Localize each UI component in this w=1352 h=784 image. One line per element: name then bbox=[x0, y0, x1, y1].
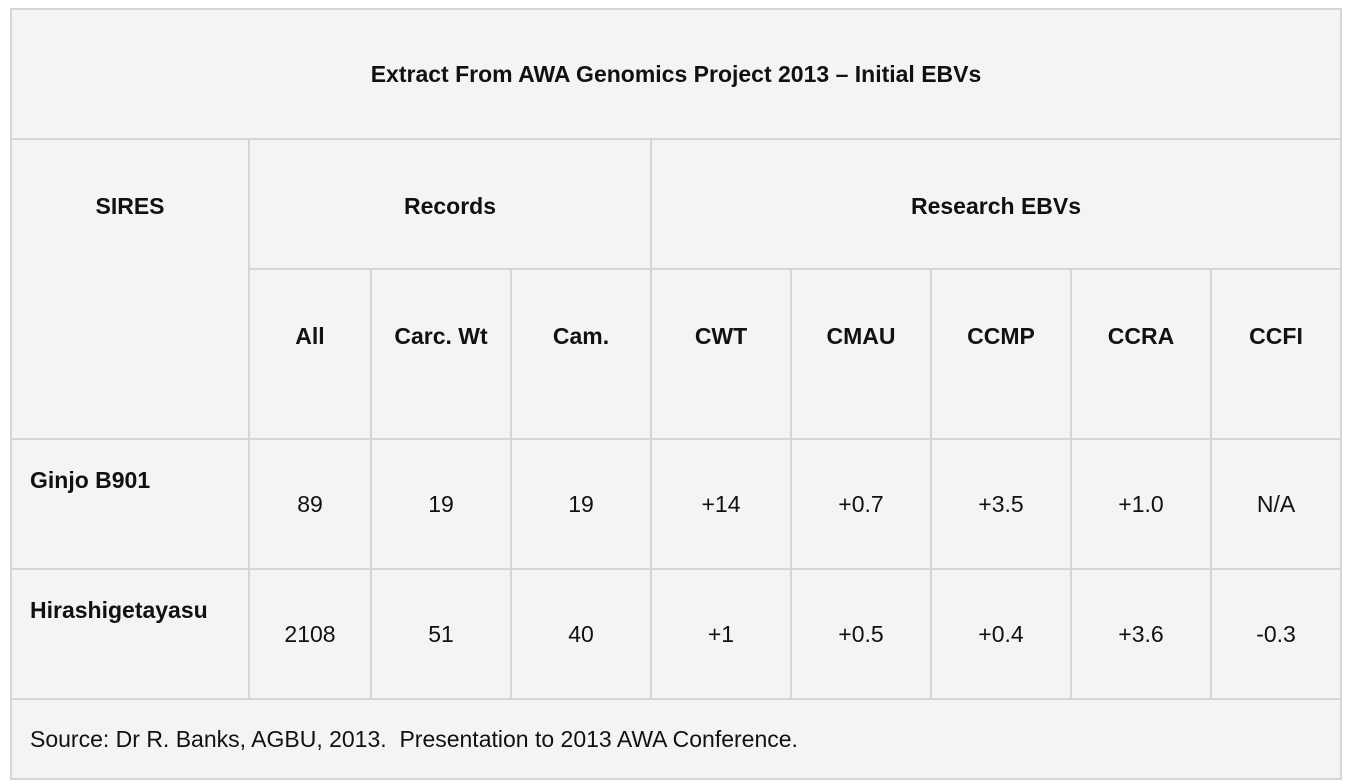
column-header: CCMP bbox=[930, 268, 1072, 440]
cell: +0.7 bbox=[790, 438, 932, 570]
data-row: Hirashigetayasu 2108 51 40 +1 +0.5 +0.4 +3.6 -0.… bbox=[10, 568, 1343, 700]
source-row: Source: Dr R. Banks, AGBU, 2013. Present… bbox=[9, 698, 1343, 780]
source-note: Source: Dr R. Banks, AGBU, 2013. Present… bbox=[9, 698, 1343, 780]
cell: N/A bbox=[1209, 438, 1343, 570]
column-header: CCFI bbox=[1209, 268, 1343, 440]
column-header: CWT bbox=[650, 268, 792, 440]
research-header: Research EBVs bbox=[649, 138, 1343, 270]
cell: +0.5 bbox=[790, 568, 932, 700]
cell: 40 bbox=[510, 568, 652, 700]
sire-name: Ginjo B901 bbox=[10, 438, 250, 570]
cell: 2108 bbox=[248, 568, 372, 700]
cell: 19 bbox=[370, 438, 512, 570]
cell: -0.3 bbox=[1209, 568, 1343, 700]
cell: +3.6 bbox=[1070, 568, 1212, 700]
sire-name: Hirashigetayasu bbox=[10, 568, 250, 700]
records-header: Records bbox=[248, 138, 652, 270]
column-header-row: All Carc. Wt Cam. CWT CMAU CCMP CCRA CCFI bbox=[11, 268, 1343, 440]
cell: 19 bbox=[510, 438, 652, 570]
cell: 89 bbox=[248, 438, 372, 570]
column-header: CMAU bbox=[790, 268, 932, 440]
table-title: Extract From AWA Genomics Project 2013 –… bbox=[9, 8, 1343, 140]
sires-header: SIRES bbox=[10, 138, 250, 440]
column-header: Cam. bbox=[510, 268, 652, 440]
cell: +3.5 bbox=[930, 438, 1072, 570]
cell: +1 bbox=[650, 568, 792, 700]
title-row: Extract From AWA Genomics Project 2013 –… bbox=[9, 8, 1343, 140]
table-body: Extract From AWA Genomics Project 2013 –… bbox=[9, 8, 1343, 780]
cell: +1.0 bbox=[1070, 438, 1212, 570]
cell: +14 bbox=[650, 438, 792, 570]
column-header: CCRA bbox=[1070, 268, 1212, 440]
column-header: All bbox=[248, 268, 372, 440]
cell: 51 bbox=[370, 568, 512, 700]
data-row: Ginjo B901 89 19 19 +14 +0.7 +3.5 +1.0 N/A bbox=[10, 438, 1343, 570]
header-row: SIRES Records Research EBVs bbox=[10, 138, 1343, 440]
column-header: Carc. Wt bbox=[370, 268, 512, 440]
cell: +0.4 bbox=[930, 568, 1072, 700]
ebv-table: Extract From AWA Genomics Project 2013 –… bbox=[9, 8, 1343, 780]
